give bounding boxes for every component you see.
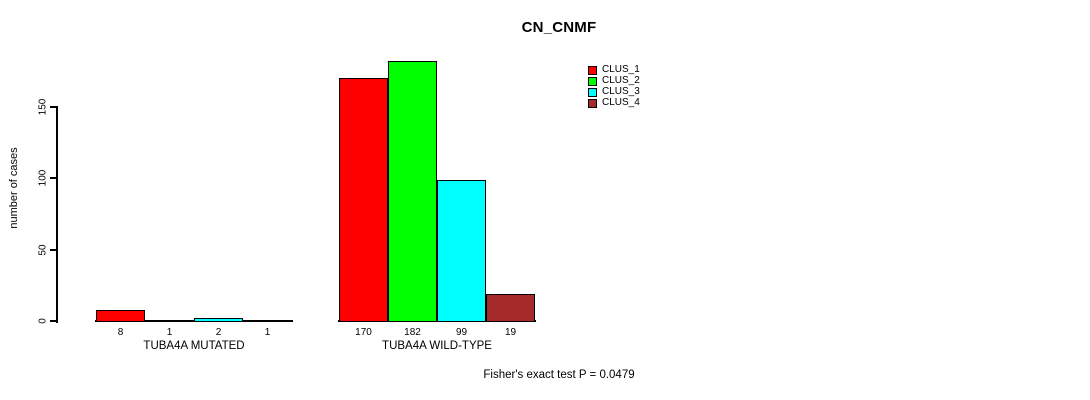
y-tick-label: 150 <box>37 98 49 116</box>
legend-swatch-clus_4 <box>588 98 597 108</box>
legend-swatch-clus_2 <box>588 76 597 86</box>
bar-value-label: 99 <box>455 327 468 338</box>
legend-row: CLUS_2 <box>588 76 640 86</box>
legend-row: CLUS_4 <box>588 98 640 108</box>
fisher-test-annotation: Fisher's exact test P = 0.0479 <box>483 369 635 381</box>
y-axis-label: number of cases <box>8 147 20 229</box>
y-tick-mark <box>50 320 56 322</box>
legend-row: CLUS_1 <box>588 65 640 75</box>
bar-value-label: 1 <box>264 327 271 338</box>
legend-swatch-clus_1 <box>588 65 597 75</box>
chart-title: CN_CNMF <box>521 19 597 36</box>
y-tick-mark <box>50 106 56 108</box>
bar-clus_4 <box>243 320 292 322</box>
bar-value-label: 182 <box>404 327 421 338</box>
bar-value-label: 1 <box>166 327 173 338</box>
bar-clus_1 <box>96 310 145 322</box>
bar-clus_3 <box>194 318 243 322</box>
bar-clus_4 <box>486 294 535 322</box>
bar-clus_2 <box>145 320 194 322</box>
y-tick-label: 0 <box>37 318 49 324</box>
bar-clus_3 <box>437 180 486 322</box>
legend-label: CLUS_4 <box>602 97 640 108</box>
legend-swatch-clus_3 <box>588 87 597 97</box>
bar-value-label: 19 <box>504 327 517 338</box>
legend-label: CLUS_3 <box>602 86 640 97</box>
legend-row: CLUS_3 <box>588 87 640 97</box>
legend-label: CLUS_2 <box>602 75 640 86</box>
legend-label: CLUS_1 <box>602 64 640 75</box>
bar-clus_1 <box>339 78 388 322</box>
bar-value-label: 170 <box>355 327 372 338</box>
bar-clus_2 <box>388 61 437 322</box>
bar-value-label: 2 <box>215 327 222 338</box>
bar-value-label: 8 <box>117 327 124 338</box>
y-axis-line <box>56 106 58 323</box>
y-tick-mark <box>50 249 56 251</box>
y-tick-label: 100 <box>37 169 49 187</box>
y-tick-mark <box>50 177 56 179</box>
y-tick-label: 50 <box>37 244 49 256</box>
x-group-label-mutated: TUBA4A MUTATED <box>143 340 245 352</box>
x-group-label-wildtype: TUBA4A WILD-TYPE <box>382 340 492 352</box>
